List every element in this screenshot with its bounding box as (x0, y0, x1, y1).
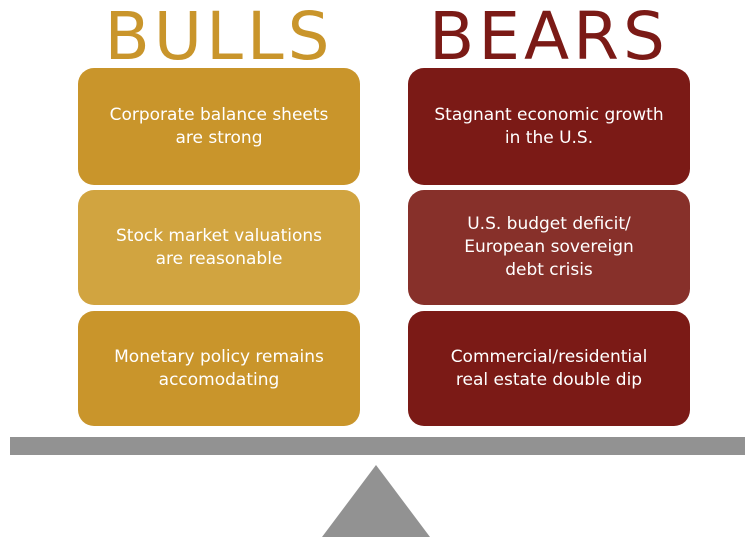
item-text: are strong (175, 127, 262, 150)
fulcrum-triangle (322, 465, 430, 537)
balance-beam (10, 437, 745, 455)
page: {"bulls": {"title": "BULLS", "items": [ … (0, 0, 745, 537)
item-text: real estate double dip (456, 369, 642, 392)
item-text: Stagnant economic growth (434, 104, 663, 127)
item-text: Stock market valuations (116, 225, 322, 248)
item-text: U.S. budget deficit/ (467, 213, 631, 236)
bulls-title: BULLS (78, 2, 360, 72)
item-text: Commercial/residential (451, 346, 648, 369)
item-text: accomodating (159, 369, 280, 392)
item-text: Corporate balance sheets (110, 104, 329, 127)
item-text: debt crisis (505, 259, 593, 282)
bears-title: BEARS (408, 2, 690, 72)
item-text: European sovereign (464, 236, 634, 259)
item-text: Monetary policy remains (114, 346, 324, 369)
item-text: are reasonable (156, 248, 283, 271)
item-text: in the U.S. (505, 127, 593, 150)
